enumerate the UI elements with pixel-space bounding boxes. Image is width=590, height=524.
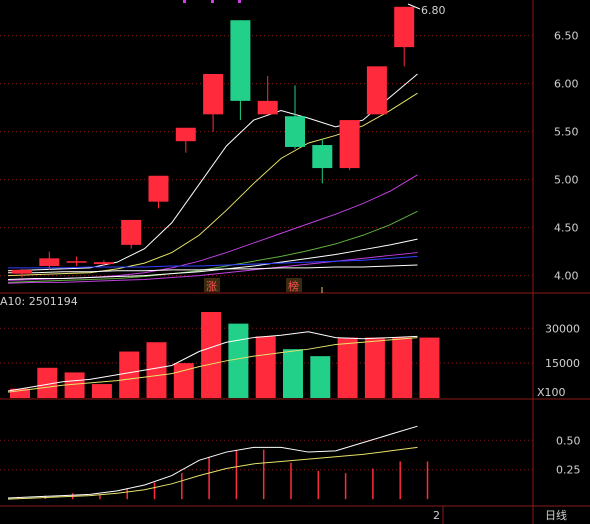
indicator-line — [7, 446, 418, 500]
moving-average-line — [8, 255, 418, 269]
candle — [285, 85, 305, 149]
candle — [175, 127, 196, 153]
indicator-grid — [0, 439, 533, 471]
candle — [257, 75, 278, 115]
candle — [203, 74, 224, 132]
candle-body — [257, 100, 278, 115]
volume-axis: 15000 30000 — [545, 322, 580, 370]
candle — [39, 251, 60, 270]
indicator-lines — [7, 425, 418, 500]
candle — [312, 139, 333, 184]
price-axis: 4.00 4.50 5.00 5.50 6.00 6.50 — [554, 30, 579, 283]
indicator-bars — [17, 449, 429, 500]
volume-bar — [255, 336, 276, 398]
volume-bar — [310, 356, 331, 398]
candle — [394, 6, 415, 67]
volume-average-line — [7, 337, 418, 393]
candle-body — [366, 66, 387, 115]
price-tick-label: 4.00 — [554, 270, 579, 283]
volume-bar — [364, 337, 385, 398]
volume-bar — [201, 312, 222, 398]
candle — [66, 256, 87, 266]
candle-body — [93, 262, 114, 265]
candle-body — [230, 20, 251, 101]
volume-lines — [7, 331, 418, 393]
candle — [148, 175, 169, 209]
purple-marker — [238, 0, 241, 3]
volume-bar — [37, 367, 58, 398]
volume-unit: X100 — [537, 386, 566, 399]
volume-bars — [10, 312, 440, 398]
price-tick-label: 5.00 — [554, 174, 579, 187]
purple-markers — [183, 0, 241, 3]
candle-body — [285, 116, 305, 147]
badge-zhang: 涨 — [206, 280, 217, 293]
candle — [366, 66, 387, 115]
purple-marker — [183, 0, 186, 3]
timeframe-label[interactable]: 日线 — [545, 508, 567, 522]
candle-body — [203, 74, 224, 115]
indicator-tick-label: 0.50 — [556, 434, 581, 447]
price-annotation: 6.80 — [407, 3, 446, 17]
period-label[interactable]: 2 — [433, 509, 440, 522]
price-tick-label: 6.00 — [554, 78, 579, 91]
volume-bar — [337, 337, 358, 398]
badge-bg — [204, 278, 220, 292]
indicator-line — [7, 425, 418, 499]
volume-tick-label: 15000 — [545, 357, 580, 370]
indicator-axis: 0.25 0.50 — [556, 434, 581, 476]
volume-bar — [119, 351, 140, 398]
volume-bar — [10, 388, 30, 398]
candle-body — [148, 175, 169, 202]
candle — [93, 260, 114, 266]
price-tick-label: 5.50 — [554, 126, 579, 139]
moving-average-line — [8, 264, 418, 274]
moving-average-line — [7, 210, 418, 283]
candle — [339, 120, 360, 170]
candle-body — [12, 269, 32, 274]
badges: 涨 榜 — [204, 278, 323, 293]
volume-bar — [64, 372, 85, 398]
volume-bar — [283, 349, 303, 398]
volume-bar — [91, 384, 112, 398]
volume-tick-label: 30000 — [545, 322, 580, 335]
price-grid — [0, 35, 533, 277]
candle-body — [66, 261, 87, 263]
badge-bg — [286, 278, 302, 292]
volume-bar — [392, 337, 413, 398]
price-tick-label: 4.50 — [554, 222, 579, 235]
volume-grid — [0, 327, 533, 364]
price-candles — [12, 6, 415, 278]
volume-bar — [146, 342, 167, 398]
volume-bar — [419, 337, 440, 398]
candle-body — [175, 127, 196, 142]
candle — [12, 268, 32, 278]
price-tick-label: 6.50 — [554, 30, 579, 43]
indicator-tick-label: 0.25 — [556, 464, 581, 477]
candle-body — [394, 6, 415, 48]
volume-bar — [228, 323, 249, 398]
candle-body — [121, 219, 142, 245]
candle-body — [339, 120, 360, 169]
candle — [121, 219, 142, 249]
purple-marker — [211, 0, 214, 3]
volume-header: A10: 2501194 — [0, 295, 78, 308]
moving-average-line — [7, 238, 418, 280]
candle — [230, 20, 251, 121]
badge-bang: 榜 — [288, 279, 299, 293]
candle-body — [312, 145, 333, 169]
price-annotation-label: 6.80 — [421, 4, 446, 17]
moving-average-line — [7, 252, 418, 284]
volume-average-line — [7, 331, 418, 392]
candle-body — [39, 258, 60, 266]
